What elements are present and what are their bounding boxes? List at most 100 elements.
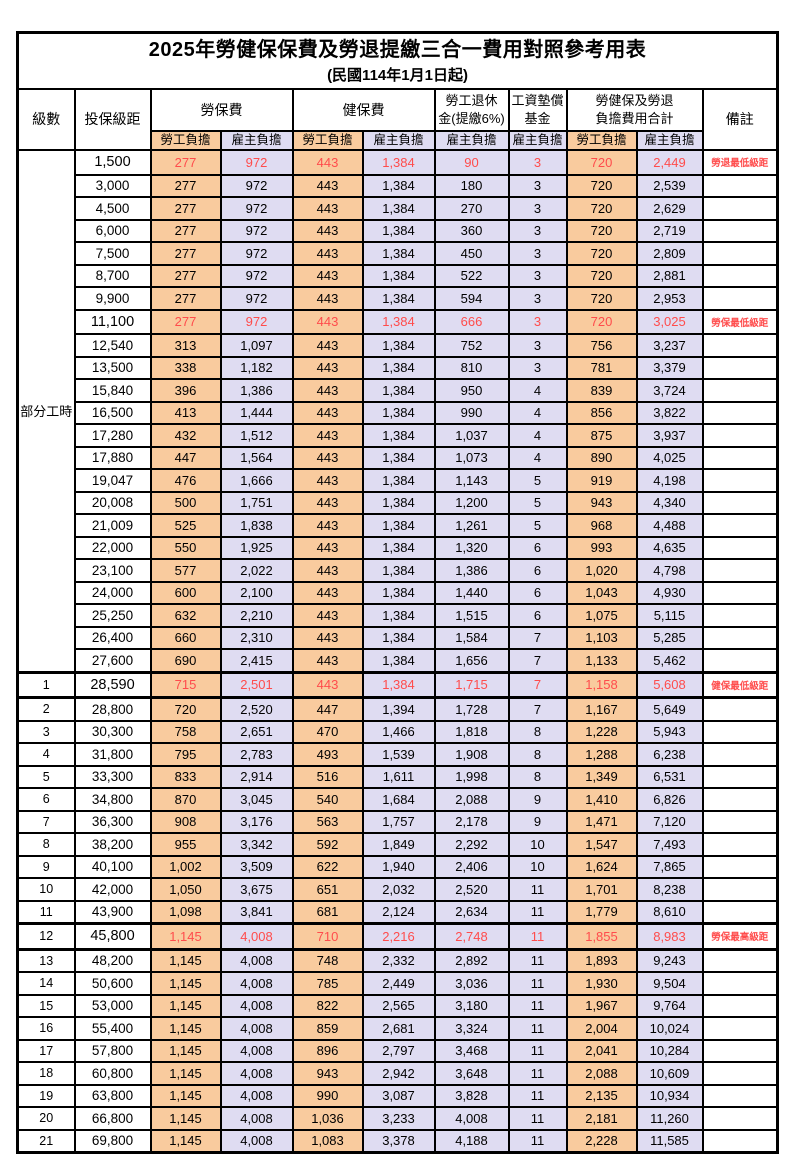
subheader-fund-employer: 雇主負擔 bbox=[507, 130, 568, 151]
labor-employer-cell: 2,651 bbox=[219, 719, 294, 744]
level-cell: 15 bbox=[16, 993, 76, 1018]
labor-employer-cell: 4,008 bbox=[219, 922, 294, 951]
wage-fund-employer-cell: 8 bbox=[507, 719, 568, 744]
wage-fund-employer-cell: 6 bbox=[507, 580, 568, 605]
total-employee-cell: 1,471 bbox=[565, 809, 638, 834]
pension-employer-cell: 950 bbox=[433, 378, 510, 403]
subheader-health-employer: 雇主負擔 bbox=[361, 130, 436, 151]
level-cell: 18 bbox=[16, 1061, 76, 1086]
salary-bracket-cell: 19,047 bbox=[73, 468, 152, 493]
table-row: 17,280 432 1,512 443 1,384 1,037 4 875 3,937 bbox=[18, 423, 779, 448]
total-employer-cell: 5,943 bbox=[635, 719, 704, 744]
labor-employee-cell: 870 bbox=[149, 787, 222, 812]
pension-employer-cell: 1,584 bbox=[433, 625, 510, 650]
health-employer-cell: 1,384 bbox=[361, 173, 436, 198]
salary-bracket-cell: 40,100 bbox=[73, 854, 152, 879]
table-row: 15,840 396 1,386 443 1,384 950 4 839 3,724 bbox=[18, 378, 779, 403]
total-employee-cell: 2,135 bbox=[565, 1083, 638, 1108]
labor-employer-cell: 3,045 bbox=[219, 787, 294, 812]
note-cell bbox=[701, 535, 779, 560]
labor-employee-cell: 277 bbox=[149, 196, 222, 221]
total-employee-cell: 1,133 bbox=[565, 648, 638, 673]
total-employer-cell: 5,285 bbox=[635, 625, 704, 650]
salary-bracket-cell: 30,300 bbox=[73, 719, 152, 744]
health-employee-cell: 563 bbox=[291, 809, 364, 834]
salary-bracket-cell: 7,500 bbox=[73, 241, 152, 266]
labor-employer-cell: 3,841 bbox=[219, 899, 294, 925]
total-employer-cell: 3,724 bbox=[635, 378, 704, 403]
total-employee-cell: 1,410 bbox=[565, 787, 638, 812]
table-row: 8 38,200 955 3,342 592 1,849 2,292 10 1,547 7,493 bbox=[16, 832, 779, 857]
total-employer-cell: 9,243 bbox=[635, 948, 704, 973]
health-employer-cell: 1,384 bbox=[361, 648, 436, 673]
wage-fund-employer-cell: 5 bbox=[507, 513, 568, 538]
note-cell bbox=[701, 490, 779, 515]
health-employer-cell: 2,681 bbox=[361, 1016, 436, 1041]
labor-employee-cell: 908 bbox=[149, 809, 222, 834]
salary-bracket-cell: 20,008 bbox=[73, 490, 152, 515]
labor-employer-cell: 4,008 bbox=[219, 1083, 294, 1108]
health-employee-cell: 443 bbox=[291, 286, 364, 311]
wage-fund-employer-cell: 6 bbox=[507, 603, 568, 628]
table-row: 部分工時 1,500 277 972 443 1,384 90 3 720 2,449 勞退最低級距 bbox=[16, 149, 779, 673]
labor-employer-cell: 1,838 bbox=[219, 513, 294, 538]
health-employee-cell: 592 bbox=[291, 832, 364, 857]
health-employer-cell: 3,087 bbox=[361, 1083, 436, 1108]
labor-employee-cell: 396 bbox=[149, 378, 222, 403]
wage-fund-employer-cell: 11 bbox=[507, 993, 568, 1018]
note-cell bbox=[701, 1061, 779, 1086]
health-employer-cell: 2,032 bbox=[361, 877, 436, 902]
table-row: 9 40,100 1,002 3,509 622 1,940 2,406 10 1,624 7,8… bbox=[16, 854, 779, 879]
labor-employer-cell: 1,097 bbox=[219, 333, 294, 358]
wage-fund-employer-cell: 6 bbox=[507, 535, 568, 560]
salary-bracket-cell: 6,000 bbox=[73, 218, 152, 243]
total-employee-cell: 968 bbox=[565, 513, 638, 538]
health-employer-cell: 1,384 bbox=[361, 263, 436, 288]
note-cell bbox=[701, 993, 779, 1018]
pension-employer-cell: 752 bbox=[433, 333, 510, 358]
table-row: 4 31,800 795 2,783 493 1,539 1,908 8 1,288 6,238 bbox=[16, 742, 779, 767]
health-employer-cell: 1,384 bbox=[361, 490, 436, 515]
health-employer-cell: 1,611 bbox=[361, 764, 436, 789]
total-employer-cell: 10,609 bbox=[635, 1061, 704, 1086]
salary-bracket-cell: 1,500 bbox=[73, 149, 152, 176]
total-employee-cell: 1,855 bbox=[565, 922, 638, 951]
total-employee-cell: 720 bbox=[565, 286, 638, 311]
total-employer-cell: 2,809 bbox=[635, 241, 704, 266]
table-row: 21,009 525 1,838 443 1,384 1,261 5 968 4,488 bbox=[18, 513, 779, 538]
pension-employer-cell: 2,292 bbox=[433, 832, 510, 857]
table-row: 14 50,600 1,145 4,008 785 2,449 3,036 11 1,930 9,… bbox=[16, 971, 779, 996]
total-employer-cell: 3,379 bbox=[635, 355, 704, 380]
table-row: 3 30,300 758 2,651 470 1,466 1,818 8 1,228 5,943 bbox=[16, 719, 779, 744]
level-cell: 10 bbox=[16, 877, 76, 902]
total-employee-cell: 756 bbox=[565, 333, 638, 358]
total-employer-cell: 7,865 bbox=[635, 854, 704, 879]
health-employee-cell: 681 bbox=[291, 899, 364, 925]
total-employer-cell: 5,608 bbox=[635, 670, 704, 699]
salary-bracket-cell: 42,000 bbox=[73, 877, 152, 902]
labor-employee-cell: 525 bbox=[149, 513, 222, 538]
salary-bracket-cell: 23,100 bbox=[73, 558, 152, 583]
salary-bracket-cell: 63,800 bbox=[73, 1083, 152, 1108]
health-employer-cell: 1,384 bbox=[361, 468, 436, 493]
col-header-pension-line2: 金(提繳6%) bbox=[438, 111, 505, 126]
labor-employer-cell: 2,310 bbox=[219, 625, 294, 650]
health-employee-cell: 748 bbox=[291, 948, 364, 973]
table-row: 19 63,800 1,145 4,008 990 3,087 3,828 11 2,135 10… bbox=[16, 1083, 779, 1108]
total-employer-cell: 11,260 bbox=[635, 1106, 704, 1131]
part-time-label: 部分工時 bbox=[16, 149, 76, 673]
health-employer-cell: 2,797 bbox=[361, 1038, 436, 1063]
salary-bracket-cell: 17,880 bbox=[73, 445, 152, 470]
total-employee-cell: 2,088 bbox=[565, 1061, 638, 1086]
total-employee-cell: 1,893 bbox=[565, 948, 638, 973]
pension-employer-cell: 2,520 bbox=[433, 877, 510, 902]
health-employer-cell: 1,539 bbox=[361, 742, 436, 767]
total-employer-cell: 2,629 bbox=[635, 196, 704, 221]
salary-bracket-cell: 15,840 bbox=[73, 378, 152, 403]
wage-fund-employer-cell: 4 bbox=[507, 445, 568, 470]
labor-employee-cell: 1,145 bbox=[149, 1128, 222, 1154]
col-header-level: 級數 bbox=[16, 88, 76, 151]
health-employee-cell: 443 bbox=[291, 603, 364, 628]
fee-reference-sheet: 2025年勞健保保費及勞退提繳三合一費用對照參考用表 (民國114年1月1日起)… bbox=[16, 31, 779, 1154]
health-employer-cell: 1,384 bbox=[361, 149, 436, 176]
